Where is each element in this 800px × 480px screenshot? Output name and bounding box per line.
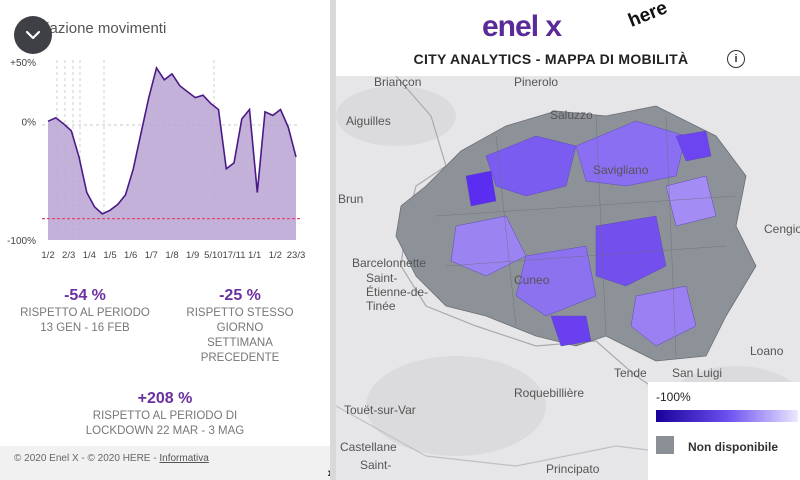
- y-tick-label: +50%: [10, 58, 36, 69]
- left-panel: Variazione movimenti +50% 0% -100% 1/2 2/3 1…: [0, 0, 332, 480]
- map-label-principato: Principato: [546, 462, 600, 476]
- info-icon[interactable]: i: [727, 50, 745, 68]
- map-label-castellane: Castellane: [340, 440, 397, 454]
- legend-min-label: -100%: [656, 390, 691, 404]
- map-label-roquebilliere: Roquebillière: [514, 386, 585, 400]
- panel-divider: [330, 0, 336, 480]
- x-tick-label: 2/3: [62, 250, 75, 261]
- mobility-chart: +50% 0% -100% 1/2 2/3 1/4 1/5 1/6 1/7 1/8 1/9 5/10…: [0, 50, 330, 270]
- x-tick-label: 1/9: [186, 250, 199, 261]
- stat-desc-2: RISPETTO STESSO GIORNO SETTIMANA PRECEDENT…: [186, 307, 294, 364]
- legend-unavailable-label: Non disponibile: [688, 440, 778, 454]
- chart-title: Variazione movimenti: [24, 20, 167, 37]
- mobility-chart-svg: +50% 0% -100% 1/2 2/3 1/4 1/5 1/6 1/7 1/8 1/9 5/10…: [7, 58, 306, 261]
- stat-value-2: -25 %: [219, 287, 261, 304]
- map-label-aiguilles: Aiguilles: [346, 114, 391, 128]
- map-legend: -100% Non disponibile: [648, 382, 800, 480]
- map-label-saluzzo: Saluzzo: [550, 108, 593, 122]
- enel-x-logo: enel x: [482, 10, 562, 43]
- map-grid-lines: [435, 115, 737, 357]
- legend-unavailable-swatch: [656, 436, 674, 454]
- map-label-briancon: Briançon: [374, 76, 422, 89]
- map-label-saint: Saint-: [360, 458, 392, 472]
- stat-desc-3: RISPETTO AL PERIODO DI LOCKDOWN 22 MAR - …: [85, 410, 245, 437]
- footer: © 2020 Enel X - © 2020 HERE - Informativ…: [0, 446, 332, 480]
- x-tick-label: 5/10: [204, 250, 223, 261]
- legend-gradient: [656, 410, 798, 422]
- map-label-pinerolo: Pinerolo: [514, 76, 559, 89]
- map-label-cuneo: Cuneo: [514, 273, 550, 287]
- x-tick-label: 23/3: [287, 250, 306, 261]
- footer-text: © 2020 Enel X - © 2020 HERE - Informativ…: [14, 453, 209, 464]
- next-arrow-icon[interactable]: ›: [327, 464, 332, 480]
- x-tick-label: 1/2: [269, 250, 282, 261]
- x-tick-label: 1/1: [248, 250, 261, 261]
- x-tick-label: 1/2: [41, 250, 54, 261]
- municipalities-purple: [450, 120, 717, 347]
- map-label-cengio: Cengio: [764, 222, 800, 236]
- map-label-san-luigi: San Luigi: [672, 366, 723, 380]
- x-tick-label: 17/11: [222, 250, 245, 261]
- x-tick-label: 1/4: [83, 250, 96, 261]
- y-tick-label: -100%: [7, 236, 36, 247]
- map-label-saint-etienne: Saint-Étienne-de-Tinée: [366, 271, 429, 313]
- series-area: [48, 67, 296, 241]
- map-label-barcelonnette: Barcelonnette: [352, 256, 427, 270]
- stat-value-3: +208 %: [137, 390, 193, 407]
- map-label-brun: Brun: [338, 192, 364, 206]
- mobility-map[interactable]: Briançon Pinerolo Aiguilles Barcelonnett…: [336, 76, 800, 480]
- informativa-link[interactable]: Informativa: [159, 453, 209, 464]
- collapse-button[interactable]: [14, 16, 52, 54]
- chevron-down-icon: [25, 30, 41, 40]
- x-tick-label: 1/7: [145, 250, 158, 261]
- here-logo: here: [625, 0, 671, 32]
- map-label-savigliano: Savigliano: [593, 163, 649, 177]
- x-tick-label: 1/8: [165, 250, 178, 261]
- stat-value-1: -54 %: [64, 287, 106, 304]
- map-title: CITY ANALYTICS - MAPPA DI MOBILITÀ: [413, 51, 689, 67]
- map-label-tende: Tende: [614, 366, 647, 380]
- x-tick-label: 1/6: [124, 250, 137, 261]
- province-border: [395, 76, 667, 397]
- series-line: [47, 65, 297, 215]
- map-label-loano: Loano: [750, 344, 784, 358]
- stat-desc-1: RISPETTO AL PERIODO 13 GEN - 16 FEB: [20, 307, 150, 334]
- x-tick-label: 1/5: [103, 250, 116, 261]
- y-tick-label: 0%: [22, 117, 37, 128]
- map-label-touet: Touët-sur-Var: [344, 403, 416, 417]
- right-panel: enel x here CITY ANALYTICS - MAPPA DI MO…: [336, 0, 800, 480]
